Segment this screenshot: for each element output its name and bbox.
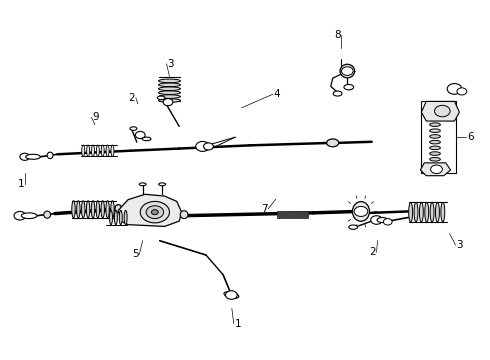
Ellipse shape [436, 202, 440, 222]
Ellipse shape [159, 99, 180, 102]
Text: 4: 4 [273, 89, 280, 99]
Text: 3: 3 [167, 59, 174, 69]
Circle shape [20, 153, 30, 160]
Polygon shape [421, 102, 460, 121]
Ellipse shape [82, 145, 85, 157]
Text: 2: 2 [129, 93, 135, 103]
Ellipse shape [180, 211, 188, 219]
Ellipse shape [110, 210, 113, 225]
Ellipse shape [142, 137, 151, 141]
Ellipse shape [430, 135, 441, 138]
Ellipse shape [87, 145, 90, 157]
Text: 2: 2 [369, 247, 376, 257]
Ellipse shape [159, 91, 180, 94]
Circle shape [431, 165, 442, 174]
Ellipse shape [119, 210, 122, 225]
Ellipse shape [159, 95, 180, 98]
Ellipse shape [101, 145, 104, 157]
Ellipse shape [425, 202, 429, 222]
Ellipse shape [414, 202, 418, 222]
Ellipse shape [224, 292, 239, 298]
Circle shape [140, 202, 170, 223]
Circle shape [163, 99, 173, 106]
Circle shape [371, 216, 382, 224]
Ellipse shape [106, 201, 109, 218]
Circle shape [447, 84, 462, 94]
Circle shape [342, 67, 353, 75]
Ellipse shape [97, 145, 99, 157]
Ellipse shape [159, 87, 180, 90]
Ellipse shape [106, 145, 109, 157]
Ellipse shape [101, 201, 104, 218]
Ellipse shape [327, 139, 339, 147]
Ellipse shape [333, 91, 342, 96]
Text: 3: 3 [456, 240, 463, 250]
Ellipse shape [96, 201, 99, 218]
Ellipse shape [159, 79, 180, 83]
Ellipse shape [441, 202, 445, 222]
Circle shape [457, 88, 466, 95]
Ellipse shape [115, 210, 117, 225]
Ellipse shape [111, 201, 114, 218]
Ellipse shape [139, 183, 146, 186]
Polygon shape [420, 163, 451, 176]
Ellipse shape [430, 123, 441, 126]
Ellipse shape [352, 202, 369, 221]
Bar [421, 102, 457, 173]
Ellipse shape [349, 225, 358, 229]
Ellipse shape [76, 201, 80, 218]
Circle shape [146, 206, 164, 219]
Text: 7: 7 [261, 203, 268, 213]
Bar [277, 211, 308, 218]
Circle shape [203, 143, 213, 150]
Ellipse shape [430, 157, 441, 161]
Ellipse shape [344, 85, 354, 90]
Ellipse shape [91, 201, 95, 218]
Circle shape [135, 131, 145, 139]
Ellipse shape [159, 183, 166, 186]
Ellipse shape [409, 202, 413, 222]
Circle shape [196, 141, 209, 152]
Ellipse shape [81, 201, 85, 218]
Text: 5: 5 [132, 249, 139, 259]
Ellipse shape [377, 217, 388, 222]
Ellipse shape [430, 152, 441, 156]
Ellipse shape [22, 213, 37, 219]
Ellipse shape [44, 211, 50, 218]
Text: 1: 1 [234, 319, 241, 329]
Circle shape [151, 210, 158, 215]
Text: 1: 1 [18, 179, 24, 189]
Ellipse shape [157, 96, 165, 100]
Ellipse shape [92, 145, 95, 157]
Ellipse shape [124, 210, 127, 225]
Ellipse shape [430, 202, 434, 222]
Ellipse shape [430, 146, 441, 150]
Ellipse shape [130, 127, 137, 130]
Circle shape [225, 291, 237, 299]
Ellipse shape [86, 201, 90, 218]
Polygon shape [118, 194, 182, 226]
Ellipse shape [47, 152, 53, 158]
Ellipse shape [159, 83, 180, 87]
Ellipse shape [26, 154, 40, 159]
Ellipse shape [340, 64, 355, 78]
Ellipse shape [111, 145, 114, 157]
Circle shape [14, 211, 26, 220]
Circle shape [354, 206, 368, 216]
Circle shape [435, 105, 450, 117]
Ellipse shape [115, 204, 122, 212]
Text: 6: 6 [467, 132, 473, 142]
Text: 9: 9 [92, 112, 99, 122]
Text: 8: 8 [334, 30, 341, 40]
Circle shape [383, 219, 392, 225]
Ellipse shape [430, 140, 441, 144]
Ellipse shape [419, 202, 423, 222]
Ellipse shape [72, 201, 75, 218]
Ellipse shape [430, 129, 441, 132]
